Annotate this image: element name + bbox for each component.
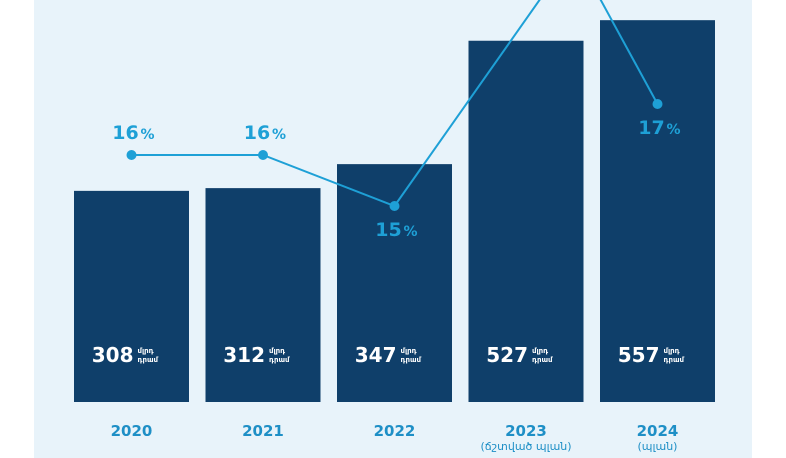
bar-value-2024: 557 — [618, 343, 660, 367]
bar-value-2023: 527 — [486, 343, 528, 367]
percent-point-2024 — [652, 99, 663, 109]
category-label-2020: 2020 — [111, 422, 153, 440]
percent-unit-2021: % — [272, 127, 286, 143]
bar-2024 — [600, 20, 715, 402]
bar-value-2022: 347 — [355, 343, 397, 367]
bar-2023 — [468, 40, 584, 402]
percent-label-2022: 15 — [375, 219, 401, 241]
percent-point-2022 — [389, 201, 400, 211]
percent-unit-2022: % — [404, 224, 418, 240]
bar-unit-top-2020: մլրդ — [138, 347, 154, 355]
percent-label-2021: 16 — [244, 122, 270, 144]
bar-value-2021: 312 — [223, 343, 265, 367]
category-label-2021: 2021 — [242, 422, 284, 440]
percent-unit-2024: % — [667, 122, 681, 138]
percent-unit-2020: % — [141, 127, 155, 143]
bar-unit-top-2023: մլրդ — [532, 347, 548, 355]
category-label-2022: 2022 — [374, 422, 416, 440]
category-note-2024: (պլան) — [638, 440, 678, 453]
bar-value-2020: 308 — [92, 343, 134, 367]
percent-point-2021 — [258, 150, 268, 160]
bar-unit-bottom-2020: դրամ — [138, 356, 159, 364]
bar-unit-bottom-2021: դրամ — [269, 356, 290, 364]
bar-unit-top-2024: մլրդ — [664, 347, 680, 355]
bar-unit-top-2022: մլրդ — [401, 347, 417, 355]
percent-label-2020: 16 — [112, 122, 138, 144]
bar-unit-top-2021: մլրդ — [269, 347, 285, 355]
bar-2020 — [74, 190, 189, 402]
percent-label-2024: 17 — [638, 117, 664, 139]
percent-point-2020 — [126, 150, 137, 160]
category-label-2024: 2024 — [637, 422, 679, 440]
category-label-2023: 2023 — [505, 422, 547, 440]
category-note-2023: (ճշտված պլան) — [480, 440, 571, 453]
bar-unit-bottom-2023: դրամ — [532, 356, 553, 364]
bar-unit-bottom-2022: դրամ — [401, 356, 422, 364]
bar-unit-bottom-2024: դրամ — [664, 356, 685, 364]
bar-2021 — [205, 188, 321, 402]
